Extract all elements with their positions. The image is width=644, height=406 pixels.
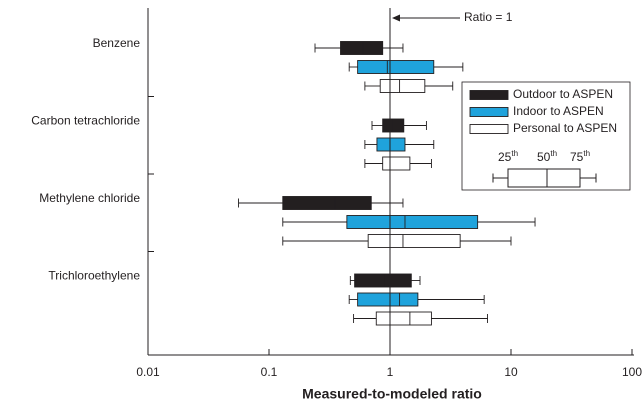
key-suffix: th xyxy=(550,149,557,158)
key-number: 75 xyxy=(570,150,584,164)
key-suffix: th xyxy=(511,149,518,158)
box xyxy=(375,311,432,326)
x-tick-label: 1 xyxy=(387,365,394,379)
legend-label: Personal to ASPEN xyxy=(513,121,617,135)
legend-label: Indoor to ASPEN xyxy=(513,104,604,118)
x-tick-label: 10 xyxy=(504,365,518,379)
box xyxy=(357,60,435,74)
y-tick-label: Benzene xyxy=(93,36,141,50)
key-number: 25 xyxy=(498,150,512,164)
box xyxy=(346,215,479,229)
x-tick-label: 100 xyxy=(622,365,642,379)
legend-label: Outdoor to ASPEN xyxy=(513,87,613,101)
annotation-arrowhead xyxy=(392,14,400,22)
x-tick-label: 0.1 xyxy=(261,365,278,379)
key-number: 50 xyxy=(537,150,551,164)
key-suffix: th xyxy=(583,149,590,158)
box xyxy=(382,156,411,171)
box xyxy=(367,234,461,248)
box xyxy=(357,292,419,307)
box xyxy=(376,137,406,152)
box xyxy=(382,118,405,133)
x-axis-title: Measured-to-modeled ratio xyxy=(302,386,482,402)
x-tick-label: 0.01 xyxy=(136,365,160,379)
y-tick-label: Methylene chloride xyxy=(39,191,140,205)
box xyxy=(379,79,426,93)
box xyxy=(282,196,372,210)
annotation: Ratio = 1 xyxy=(464,10,513,24)
legend-swatch xyxy=(469,107,509,117)
key-label: 50th xyxy=(537,149,557,164)
y-tick-label: Trichloroethylene xyxy=(48,269,140,283)
key-label: 75th xyxy=(570,149,590,164)
box xyxy=(354,273,412,288)
legend-swatch xyxy=(469,90,509,100)
legend: Outdoor to ASPEN Indoor to ASPEN Personal … xyxy=(461,81,631,191)
y-tick-label: Carbon tetrachloride xyxy=(31,114,140,128)
box xyxy=(340,41,384,55)
key-box xyxy=(507,168,581,188)
legend-swatch xyxy=(469,124,509,134)
key-label: 25th xyxy=(498,149,518,164)
